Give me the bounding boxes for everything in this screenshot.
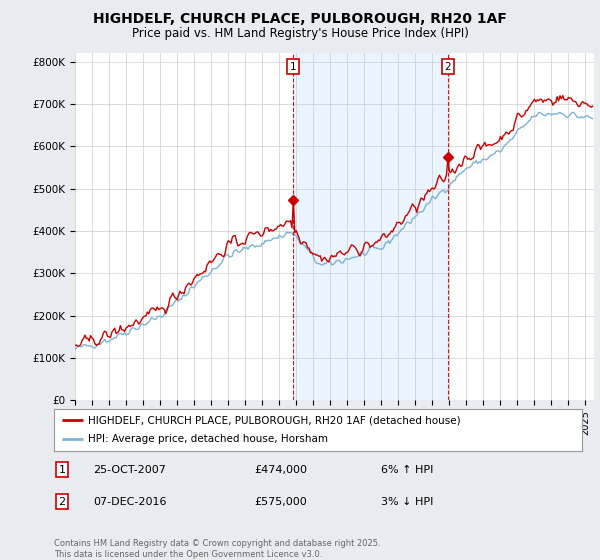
Text: HIGHDELF, CHURCH PLACE, PULBOROUGH, RH20 1AF: HIGHDELF, CHURCH PLACE, PULBOROUGH, RH20…: [93, 12, 507, 26]
Text: £474,000: £474,000: [254, 465, 308, 475]
Text: 07-DEC-2016: 07-DEC-2016: [94, 497, 167, 507]
Text: £575,000: £575,000: [254, 497, 307, 507]
Text: HPI: Average price, detached house, Horsham: HPI: Average price, detached house, Hors…: [88, 435, 328, 445]
Text: 1: 1: [290, 62, 296, 72]
Text: 2: 2: [445, 62, 451, 72]
Text: 6% ↑ HPI: 6% ↑ HPI: [382, 465, 434, 475]
Text: 1: 1: [58, 465, 65, 475]
Text: 3% ↓ HPI: 3% ↓ HPI: [382, 497, 434, 507]
Text: 25-OCT-2007: 25-OCT-2007: [94, 465, 166, 475]
Bar: [293, 53, 448, 400]
Text: Contains HM Land Registry data © Crown copyright and database right 2025.
This d: Contains HM Land Registry data © Crown c…: [54, 539, 380, 559]
Text: 2: 2: [58, 497, 65, 507]
Text: HIGHDELF, CHURCH PLACE, PULBOROUGH, RH20 1AF (detached house): HIGHDELF, CHURCH PLACE, PULBOROUGH, RH20…: [88, 415, 461, 425]
Text: Price paid vs. HM Land Registry's House Price Index (HPI): Price paid vs. HM Land Registry's House …: [131, 27, 469, 40]
